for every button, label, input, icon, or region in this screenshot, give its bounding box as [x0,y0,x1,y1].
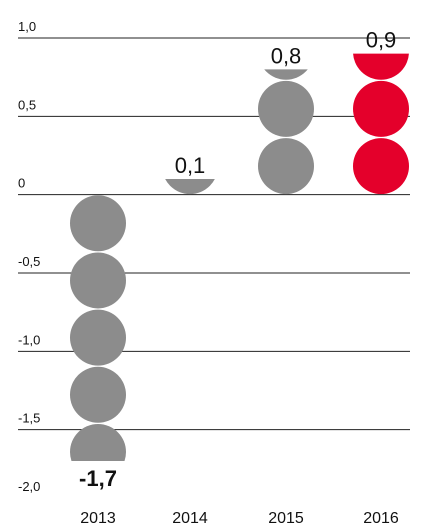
bar-circle [165,179,215,195]
bar-circle [353,53,409,80]
bar-circle [258,138,314,195]
bar-circle [70,366,126,423]
bar-2013 [70,195,126,462]
bar-circle [258,80,314,137]
bar-2014 [165,179,215,195]
bar-circle [353,80,409,137]
y-axis-tick-labels: 1,0 0,5 0 -0,5 -1,0 -1,5 -2,0 [18,19,40,494]
y-tick-label: 0,5 [18,97,36,112]
bar-circle [70,309,126,366]
y-tick-label: -0,5 [18,254,40,269]
bar-circle [70,252,126,309]
y-tick-label: -1,5 [18,411,40,426]
x-axis-category-labels: 2013 2014 2015 2016 [80,510,399,526]
bar-circle [264,69,308,80]
bar-circle [353,138,409,195]
data-labels: -1,7 0,1 0,8 0,9 [79,28,396,491]
y-tick-label: -1,0 [18,332,40,347]
y-tick-label: -2,0 [18,479,40,494]
x-category-label: 2013 [80,510,116,526]
y-tick-label: 1,0 [18,19,36,34]
data-label-2013: -1,7 [79,466,117,491]
x-category-label: 2014 [172,510,208,526]
bar-circle [70,195,126,252]
y-tick-label: 0 [18,176,25,191]
data-series [70,53,409,462]
bar-2016 [353,53,409,195]
data-label-2016: 0,9 [366,28,397,53]
x-category-label: 2016 [363,510,399,526]
bar-circle [70,424,126,462]
bar-2015 [258,69,314,195]
data-label-2014: 0,1 [175,153,206,178]
x-category-label: 2015 [268,510,304,526]
data-label-2015: 0,8 [271,43,302,68]
